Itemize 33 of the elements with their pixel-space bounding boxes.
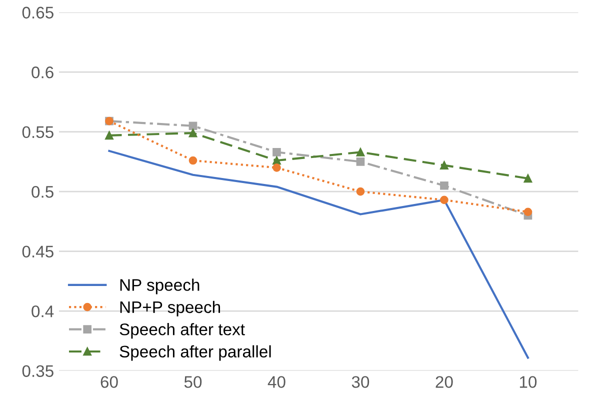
legend-label: NP+P speech (120, 300, 220, 316)
point (272, 148, 281, 156)
point (272, 164, 281, 172)
point (356, 148, 365, 156)
y-tick-label: 0.35 (22, 365, 54, 378)
point (440, 181, 448, 190)
point (524, 174, 532, 183)
x-tick-label: 60 (100, 376, 118, 388)
legend-label: Speech after text (120, 323, 245, 339)
point (188, 128, 198, 138)
y-tick-label: 0.65 (22, 6, 54, 19)
point (440, 161, 448, 170)
point (440, 196, 448, 204)
y-tick-label: 0.55 (22, 126, 54, 138)
y-tick-label: 0.4 (32, 305, 54, 318)
y-tick-label: 0.6 (32, 66, 54, 78)
legend-label: Speech after parallel (120, 345, 271, 361)
y-tick-label: 0.45 (22, 246, 54, 258)
x-tick-label: 20 (436, 376, 453, 388)
x-tick-label: 10 (520, 376, 537, 388)
x-tick-label: 40 (268, 376, 286, 388)
legend-label: NP speech (120, 278, 200, 294)
point (272, 156, 281, 165)
line-series (108, 150, 529, 359)
point (356, 158, 365, 166)
y-tick-label: 0.5 (32, 186, 54, 198)
point (356, 187, 365, 196)
x-tick-label: 30 (352, 376, 370, 388)
point (188, 156, 198, 165)
point (524, 208, 532, 216)
point (188, 122, 198, 130)
point (105, 131, 114, 140)
x-tick-label: 50 (184, 376, 202, 388)
